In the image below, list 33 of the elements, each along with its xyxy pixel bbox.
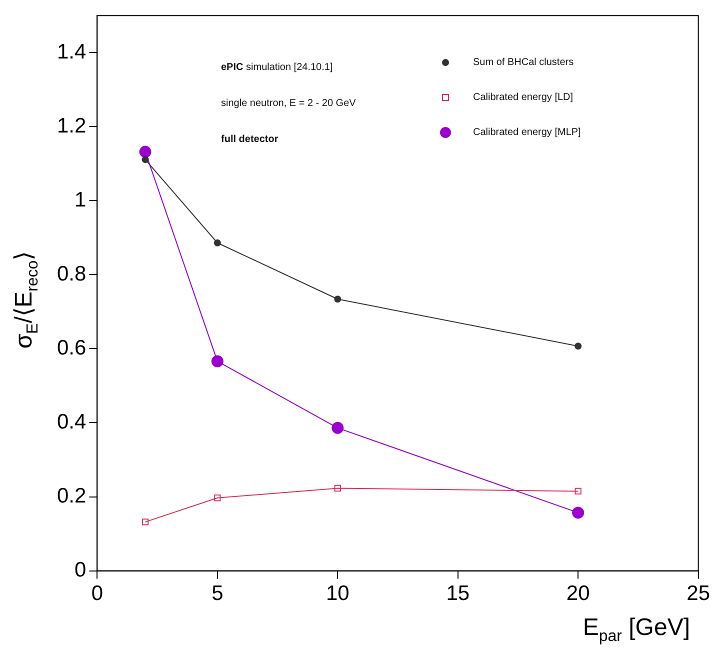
x-tick-label: 0 <box>91 582 104 606</box>
y-tick-label: 0.8 <box>56 262 86 286</box>
x-axis-title: E$_{par}$ [GeV] <box>582 614 690 646</box>
y-tick-label: 0.4 <box>56 410 87 434</box>
y-tick-label: 1.2 <box>56 114 86 138</box>
point <box>572 506 584 519</box>
point <box>139 146 152 158</box>
annotation: single neutron, E = 2 - 20 GeV <box>221 98 356 109</box>
point <box>214 239 221 246</box>
legend-label: Sum of BHCal clusters <box>473 57 574 68</box>
point <box>142 518 149 526</box>
point <box>142 156 149 164</box>
y-tick-label: 1.4 <box>56 40 87 64</box>
point <box>574 342 582 350</box>
x-tick-label: 10 <box>326 582 350 606</box>
y-tick-label: 1 <box>74 188 86 212</box>
x-tick-label: 25 <box>686 582 710 606</box>
legend-label: Calibrated energy [MLP] <box>473 127 581 138</box>
point <box>574 488 582 495</box>
y-tick-label: 0.6 <box>56 336 86 360</box>
x-tick-label: 5 <box>212 582 224 606</box>
point <box>214 494 221 502</box>
y-tick-label: 0.2 <box>56 484 86 508</box>
point <box>332 422 344 434</box>
legend-label: Calibrated energy [LD] <box>473 92 574 103</box>
x-tick-label: 15 <box>446 582 470 606</box>
x-tick-label: 20 <box>566 582 590 606</box>
y-tick-label: 0 <box>74 558 86 582</box>
point <box>211 355 224 368</box>
annotation: full detector <box>221 134 278 145</box>
annotation: ePIC simulation [24.10.1] <box>221 62 333 73</box>
point <box>334 484 341 492</box>
point <box>334 296 342 303</box>
